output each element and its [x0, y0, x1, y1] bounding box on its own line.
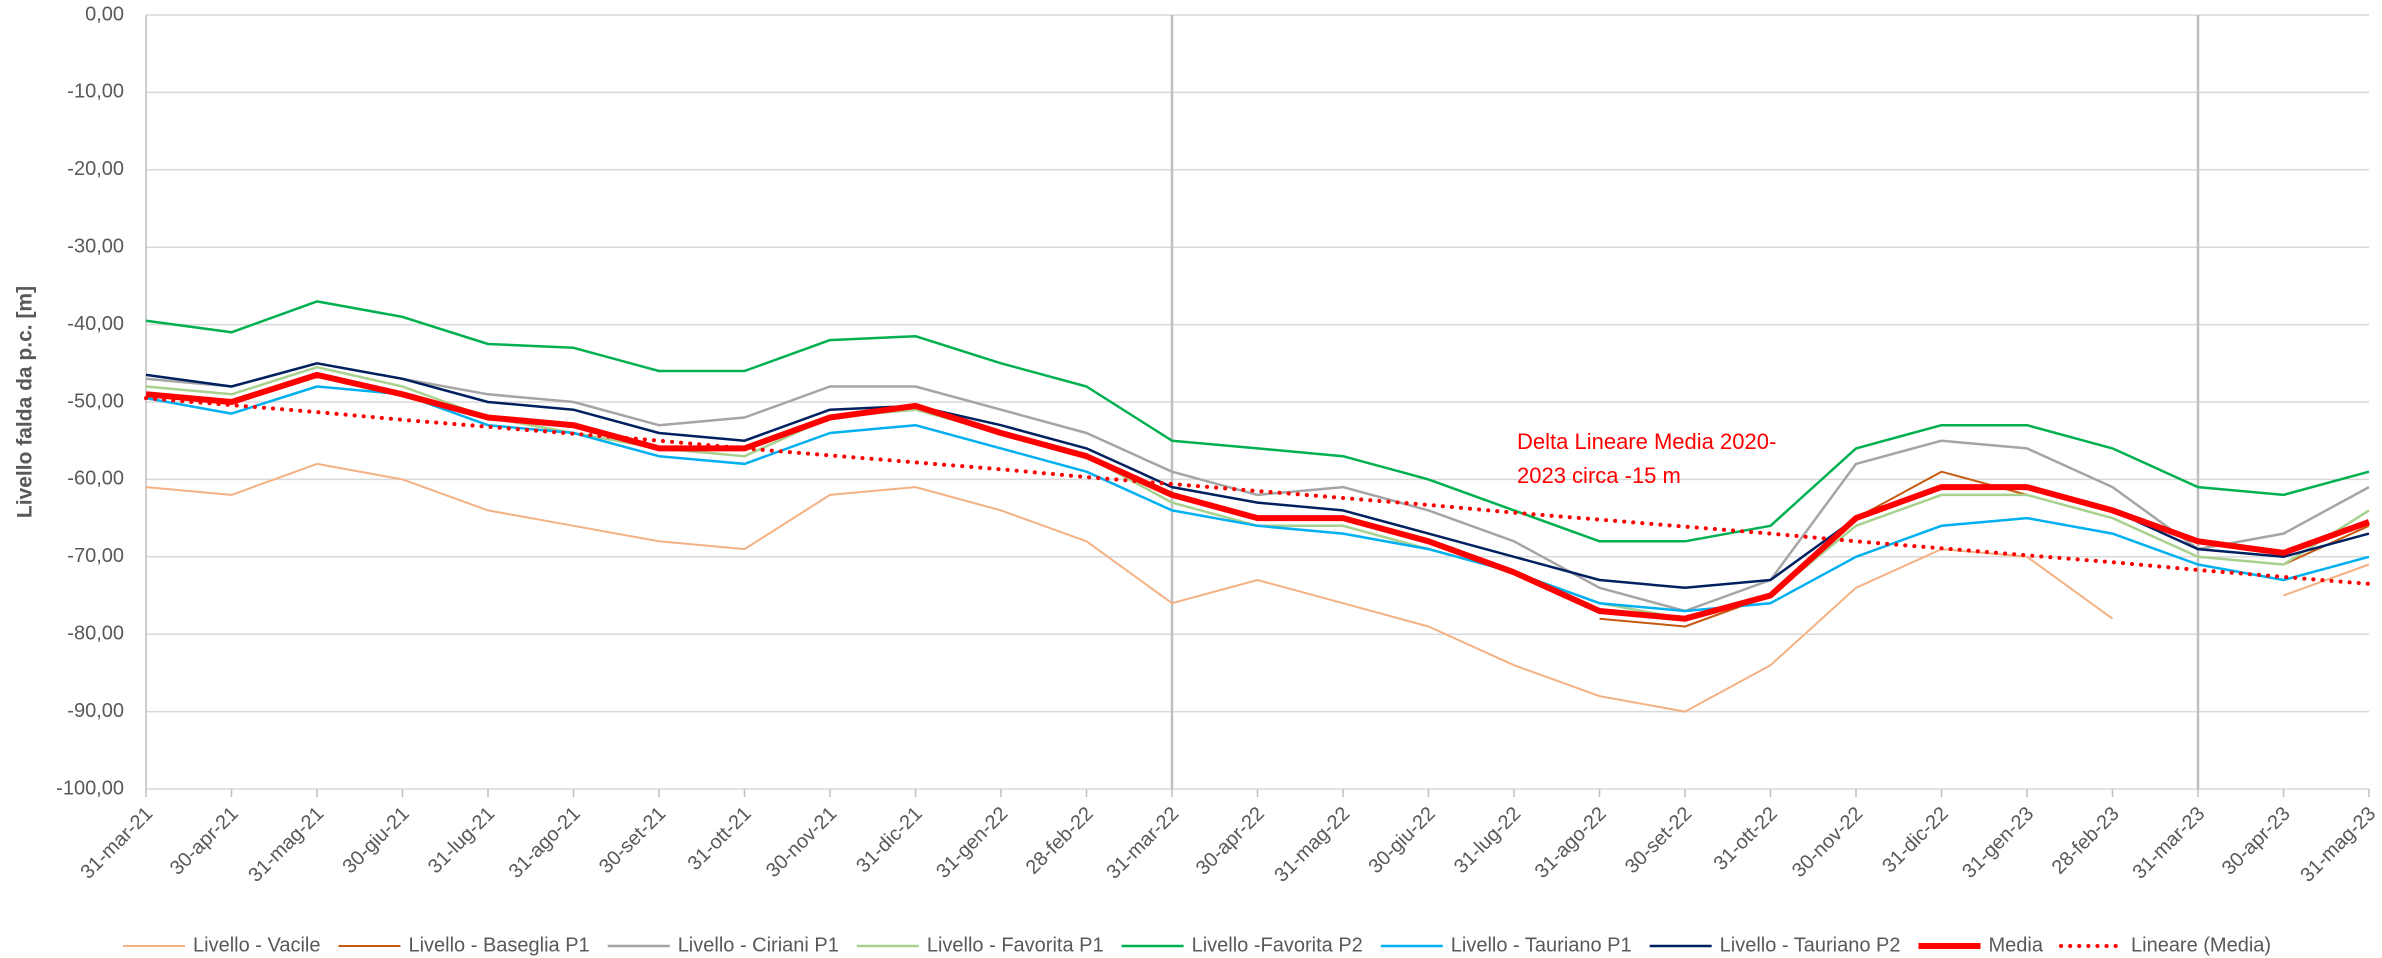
- x-tick-label: 30-apr-21: [166, 803, 243, 880]
- x-tick-label: 30-set-21: [595, 803, 670, 878]
- y-tick-label: -30,00: [67, 235, 124, 257]
- x-tick-label: 31-mar-22: [1102, 803, 1183, 884]
- series-line: [145, 462, 2370, 713]
- annotation: Delta Lineare Media 2020- 2023 circa -15 …: [1517, 429, 1776, 488]
- x-tick-label: 30-apr-23: [2218, 803, 2295, 880]
- y-tick-label: -90,00: [67, 700, 124, 722]
- annotation-line: 2023 circa -15 m: [1517, 463, 1681, 488]
- legend-label: Livello - Ciriani P1: [678, 934, 839, 956]
- y-tick-label: -20,00: [67, 158, 124, 180]
- y-tick-label: -50,00: [67, 390, 124, 412]
- x-tick-label: 30-apr-22: [1192, 803, 1269, 880]
- x-tick-label: 30-nov-21: [762, 803, 841, 882]
- x-tick-label: 31-gen-22: [932, 803, 1012, 883]
- legend-label: Livello - Baseglia P1: [408, 934, 589, 956]
- series-line: [144, 396, 2371, 586]
- x-tick-label: 31-dic-22: [1878, 803, 1953, 878]
- y-tick-label: -80,00: [67, 622, 124, 644]
- x-tick-label: 31-dic-21: [852, 803, 927, 878]
- legend-label: Livello - Vacile: [193, 934, 320, 956]
- y-axis-label: Livello falda da p.c. [m]: [14, 286, 37, 518]
- x-tick-label: 31-mag-21: [244, 803, 328, 887]
- x-tick-label: 31-lug-21: [424, 803, 499, 878]
- x-tick-label: 31-lug-22: [1450, 803, 1525, 878]
- x-tick-label: 28-feb-23: [2048, 803, 2124, 879]
- legend-label: Livello - Tauriano P1: [1451, 934, 1632, 956]
- y-tick-label: -40,00: [67, 313, 124, 335]
- legend-label: Livello - Favorita P1: [927, 934, 1104, 956]
- y-tick-label: -10,00: [67, 81, 124, 103]
- series-line: [145, 362, 2370, 613]
- series-line: [145, 385, 2370, 613]
- legend-label: Media: [1989, 934, 2044, 956]
- y-tick-label: -100,00: [56, 777, 124, 799]
- series-line: [145, 371, 2371, 622]
- x-tick-label: 31-ott-22: [1710, 803, 1782, 875]
- x-tick-label: 31-mar-23: [2128, 803, 2209, 884]
- x-tick-label: 31-mag-23: [2296, 803, 2380, 887]
- x-tick-label: 28-feb-22: [1022, 803, 1098, 879]
- x-tick-label: 31-ago-21: [505, 803, 585, 883]
- x-tick-label: 30-giu-21: [338, 803, 413, 878]
- x-tick-label: 31-mag-22: [1270, 803, 1354, 887]
- series-line: [145, 300, 2370, 543]
- annotation-line: Delta Lineare Media 2020-: [1517, 429, 1776, 454]
- y-tick-label: -60,00: [67, 468, 124, 490]
- x-tick-label: 31-mar-21: [76, 803, 157, 884]
- x-tick-label: 31-ago-22: [1531, 803, 1611, 883]
- x-tick-label: 30-set-22: [1621, 803, 1696, 878]
- series-line: [145, 362, 2370, 590]
- legend-label: Lineare (Media): [2131, 934, 2271, 956]
- x-tick-label: 30-nov-22: [1788, 803, 1867, 882]
- x-tick-label: 30-giu-22: [1364, 803, 1439, 878]
- x-tick-label: 31-ott-21: [684, 803, 756, 875]
- x-tick-label: 31-gen-23: [1958, 803, 2038, 883]
- legend-label: Livello - Tauriano P2: [1720, 934, 1901, 956]
- y-tick-label: 0,00: [85, 3, 124, 25]
- legend-label: Livello -Favorita P2: [1192, 934, 1363, 956]
- y-tick-label: -70,00: [67, 545, 124, 567]
